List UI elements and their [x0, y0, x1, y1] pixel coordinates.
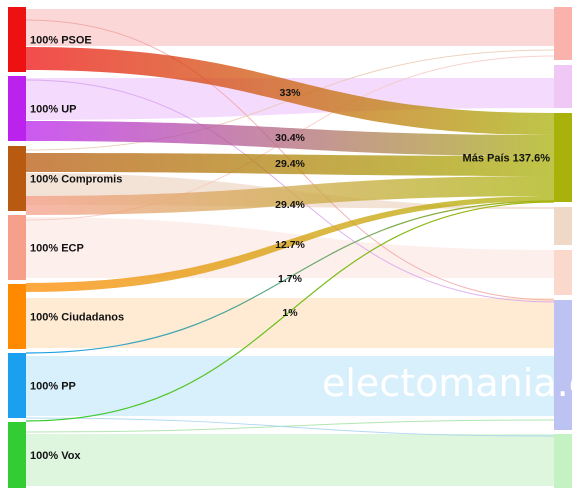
source-node-ecp	[8, 215, 26, 280]
source-label-ecp: 100% ECP	[30, 243, 84, 255]
source-node-compromis	[8, 146, 26, 211]
source-label-up: 100% UP	[30, 104, 76, 116]
flow-value-label-ciudadanos: 12.7%	[275, 239, 305, 251]
flow-vox-retained	[26, 434, 554, 486]
target-node-psoe	[554, 7, 572, 60]
flow-vox-to-mas-pais	[25, 201, 555, 422]
flow-value-label-pp: 1.7%	[278, 273, 303, 285]
flow-value-label-ecp: 29.4%	[275, 199, 305, 211]
target-node-maspais	[554, 113, 572, 202]
flow-psoe-retained	[26, 9, 554, 46]
watermark-text: electomania.es	[322, 361, 580, 405]
crossflow-pp-to-vox	[25, 417, 555, 437]
source-label-ciudadanos: 100% Ciudadanos	[30, 312, 124, 324]
flows-layer	[25, 9, 555, 486]
source-node-psoe	[8, 7, 26, 72]
flow-ciudadanos-to-mas-pais	[26, 196, 554, 292]
target-label-maspais: Más País 137.6%	[463, 153, 551, 165]
source-node-vox	[8, 422, 26, 488]
flow-pp-retained	[26, 356, 554, 416]
flow-ciudadanos-retained	[26, 298, 554, 348]
target-node-pp	[554, 300, 572, 430]
crossflow-vox-to-pp	[25, 419, 555, 433]
source-node-up	[8, 76, 26, 141]
flow-pp-to-mas-pais	[25, 200, 555, 354]
labels-layer: 100% PSOE 100% UP 100% Compromis 100% ECP 10…	[30, 35, 550, 463]
flow-ecp-retained	[26, 217, 554, 278]
target-node-vox	[554, 434, 572, 488]
target-node-ecp	[554, 250, 572, 295]
source-node-ciudadanos	[8, 284, 26, 349]
flow-psoe-to-mas-pais	[26, 47, 554, 135]
target-node-up	[554, 65, 572, 108]
flow-value-label-psoe: 33%	[279, 87, 301, 99]
source-node-pp	[8, 353, 26, 418]
source-label-compromis: 100% Compromis	[30, 174, 122, 186]
flow-ecp-to-mas-pais	[26, 176, 554, 215]
flow-value-label-vox: 1%	[282, 307, 298, 319]
nodes-layer	[8, 7, 572, 488]
source-label-vox: 100% Vox	[30, 450, 81, 462]
source-label-pp: 100% PP	[30, 381, 76, 393]
source-label-psoe: 100% PSOE	[30, 35, 92, 47]
target-node-compromis	[554, 207, 572, 245]
flow-up-to-mas-pais	[26, 121, 554, 156]
flow-compromis-to-mas-pais	[26, 153, 554, 176]
flow-value-label-up: 30.4%	[275, 132, 305, 144]
flow-value-label-compromis: 29.4%	[275, 158, 305, 170]
